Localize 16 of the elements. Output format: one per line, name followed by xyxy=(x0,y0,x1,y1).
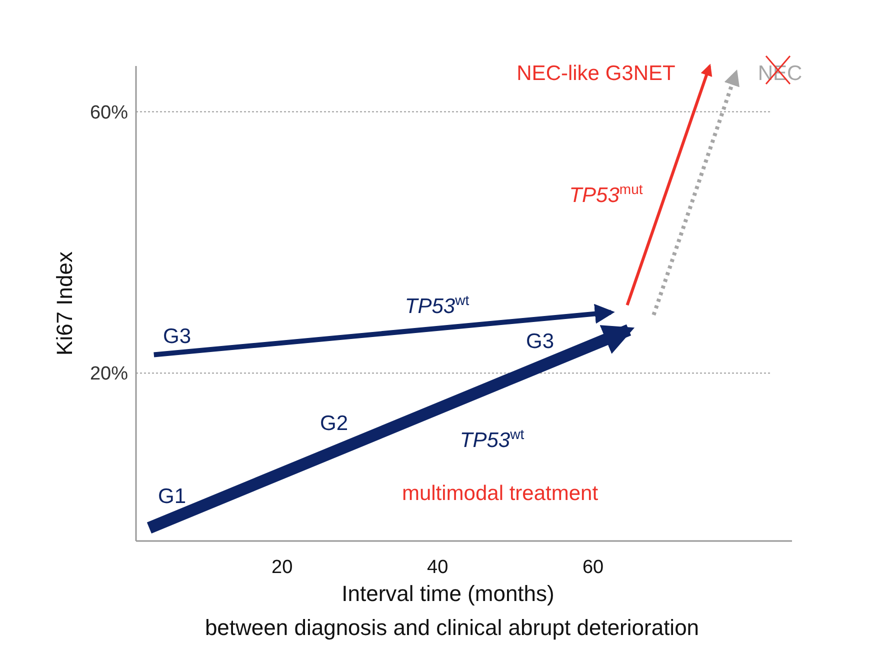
annotation: G1 xyxy=(158,485,186,508)
y-axis-title: Ki67 Index xyxy=(52,252,77,356)
y-tick-label: 60% xyxy=(90,102,128,124)
annotation: G3 xyxy=(162,325,192,348)
annotation: TP53$^{wt}$ xyxy=(460,426,524,452)
annotation: G2 xyxy=(320,412,348,435)
annotation: TP53$^{wt}$ xyxy=(404,292,470,318)
x-tick-label: 40 xyxy=(427,557,448,578)
x-tick-label: 60 xyxy=(582,557,604,578)
annotation: TP53$^{mut}$ xyxy=(569,181,643,207)
x-tick-label: 20 xyxy=(272,557,293,578)
annotation: NEC-like G3NET xyxy=(516,62,676,85)
annotation: G3 xyxy=(526,330,554,353)
x-axis-title: Interval time (months) between diagnosis and clinical abrupt deterioration xyxy=(204,581,700,640)
y-tick-label: 20% xyxy=(90,364,128,385)
annotation: multimodal treatment xyxy=(402,482,598,505)
